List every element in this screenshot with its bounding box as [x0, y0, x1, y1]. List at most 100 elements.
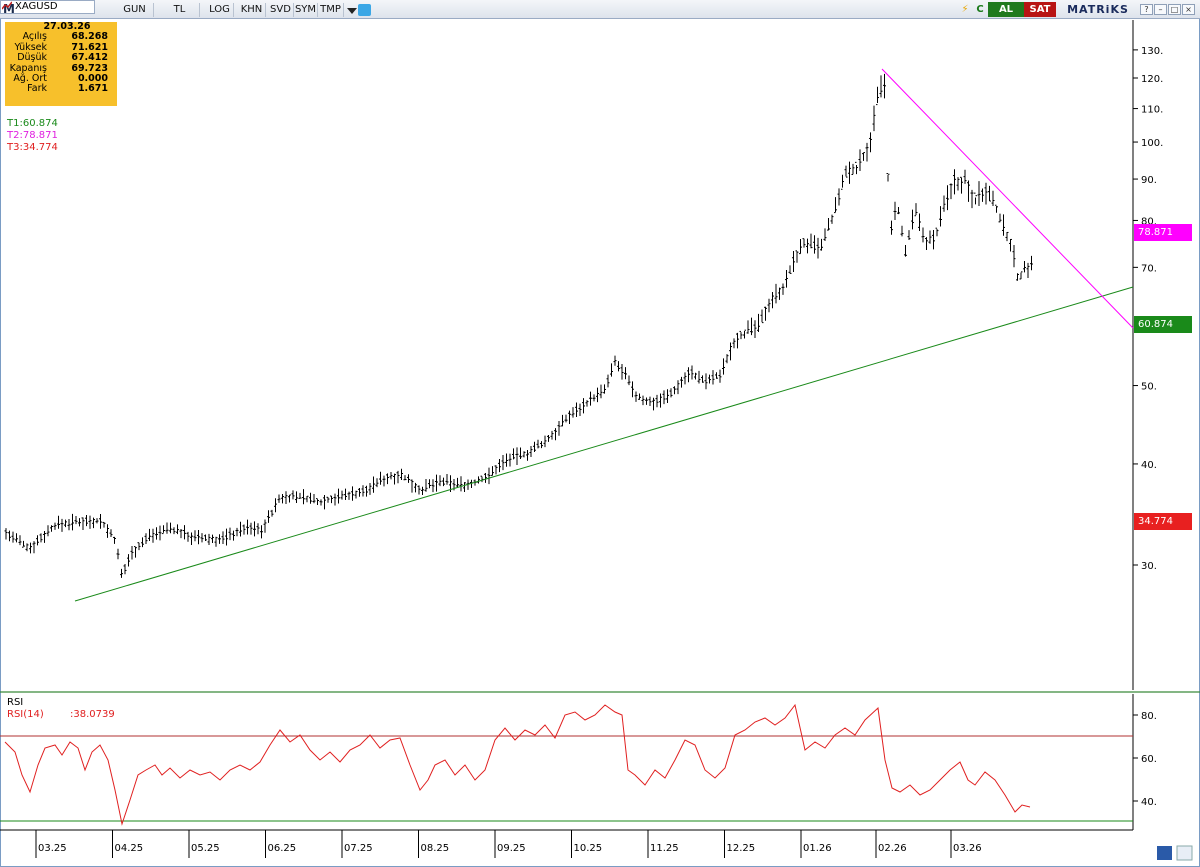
rsi-line — [4, 703, 1031, 826]
ohlc-bar — [512, 448, 515, 460]
ohlc-bar — [43, 530, 46, 543]
ohlc-bar — [368, 482, 372, 495]
ohlc-bar — [281, 494, 284, 504]
ohlc-bar — [64, 519, 67, 528]
ohlc-bar — [417, 485, 421, 495]
ohlc-bar — [211, 534, 214, 543]
ohlc-bar — [270, 509, 274, 517]
ohlc-bar — [830, 214, 834, 224]
ohlc-bar — [890, 220, 893, 235]
ohlc-bar — [375, 478, 379, 488]
khn-button[interactable]: KHN — [238, 3, 266, 17]
support-trend-line[interactable] — [74, 286, 1134, 602]
minimize-icon[interactable]: – — [1154, 4, 1167, 15]
lightning-icon[interactable]: ⚡ — [961, 4, 969, 15]
ohlc-bar — [172, 527, 176, 535]
svd-button[interactable]: SVD — [268, 3, 294, 17]
price-tick-label: 110. — [1141, 105, 1163, 116]
expand-icon[interactable] — [1176, 845, 1193, 861]
ohlc-bar — [935, 227, 939, 237]
ohlc-bars — [4, 73, 1033, 578]
symbol-input[interactable]: XAGUSD — [0, 0, 95, 14]
ohlc-bar — [921, 227, 925, 243]
ohlc-bar — [778, 287, 781, 300]
rsi-tick-label: 80. — [1141, 711, 1157, 722]
currency-tl-button[interactable]: TL — [160, 3, 200, 17]
ohlc-bar — [214, 536, 218, 547]
ohlc-bar — [652, 397, 655, 411]
buy-button[interactable]: AL — [988, 2, 1024, 17]
ohlc-bar — [750, 317, 753, 336]
ohlc-bar — [11, 531, 15, 543]
ohlc-bar — [382, 475, 386, 487]
ohlc-bar — [610, 363, 613, 377]
sell-button[interactable]: SAT — [1024, 2, 1056, 17]
ohlc-bar — [106, 524, 109, 538]
ohlc-bar — [46, 525, 50, 537]
ohlc-bar — [781, 283, 785, 295]
log-scale-button[interactable]: LOG — [206, 3, 234, 17]
ohlc-bar — [837, 188, 841, 206]
ohlc-bar — [515, 447, 519, 466]
brand-label: MATRiKS — [1067, 3, 1129, 16]
ohlc-bar — [459, 476, 463, 492]
ohlc-bar — [242, 524, 246, 535]
time-tick-label: 12.25 — [727, 843, 756, 854]
ohlc-bar — [694, 372, 697, 380]
ohlc-bar — [22, 540, 25, 548]
ohlc-bar — [326, 496, 330, 503]
rsi-tick-label: 40. — [1141, 797, 1157, 808]
help-icon[interactable]: ? — [1140, 4, 1153, 15]
time-tick-label: 07.25 — [344, 843, 373, 854]
ohlc-bar — [746, 320, 750, 334]
ohlc-bar — [57, 515, 60, 529]
ohlc-bar — [302, 489, 305, 505]
ohlc-bar — [638, 393, 641, 400]
ohlc-bar — [1016, 273, 1019, 281]
dropdown-arrow-icon[interactable] — [347, 8, 357, 14]
ohlc-bar — [687, 367, 690, 383]
ohlc-bar — [690, 365, 694, 380]
trend-label-t3: T3:34.774 — [7, 142, 58, 153]
sym-button[interactable]: SYM — [294, 3, 318, 17]
resistance-trend-line[interactable] — [881, 68, 1134, 329]
ohlc-bar — [648, 396, 652, 406]
ohlc-bar — [697, 370, 701, 384]
ohlc-bar — [494, 465, 498, 475]
close-icon[interactable]: × — [1182, 4, 1195, 15]
rsi-tick-label: 60. — [1141, 754, 1157, 765]
ohlc-bar — [337, 488, 340, 504]
time-tick-label: 09.25 — [497, 843, 526, 854]
maximize-icon[interactable]: □ — [1168, 4, 1181, 15]
price-tick-label: 40. — [1141, 460, 1157, 471]
ohlc-bar — [134, 546, 137, 558]
period-gun-button[interactable]: GUN — [116, 3, 154, 17]
ohlc-bar — [599, 384, 603, 399]
ohlc-bar — [956, 177, 960, 191]
ohlc-bar — [127, 554, 130, 567]
ohlc-bar — [627, 375, 631, 386]
ohlc-bar — [851, 163, 855, 175]
ohlc-bar — [60, 518, 64, 532]
ohlc-bar — [431, 479, 435, 493]
c-button[interactable]: C — [976, 4, 984, 15]
ohlc-bar — [400, 468, 403, 480]
ohlc-bar — [540, 441, 543, 449]
ohlc-bar — [505, 453, 508, 467]
time-tick-label: 06.25 — [268, 843, 297, 854]
ohlc-bar — [1002, 214, 1005, 236]
ohlc-bar — [81, 517, 85, 531]
ohlc-bar — [190, 532, 193, 545]
ohlc-bar — [85, 514, 88, 527]
tmp-button[interactable]: TMP — [318, 3, 344, 17]
price-tick-label: 80. — [1141, 216, 1157, 227]
sync-icon[interactable] — [1157, 846, 1172, 860]
ohlc-bar — [148, 528, 151, 541]
ohlc-bar — [592, 394, 596, 402]
twitter-icon[interactable] — [358, 4, 371, 16]
ohlc-bar — [585, 400, 589, 407]
ohlc-bar — [78, 518, 81, 527]
ohlc-bar — [393, 473, 396, 485]
ohlc-bar — [235, 527, 239, 537]
